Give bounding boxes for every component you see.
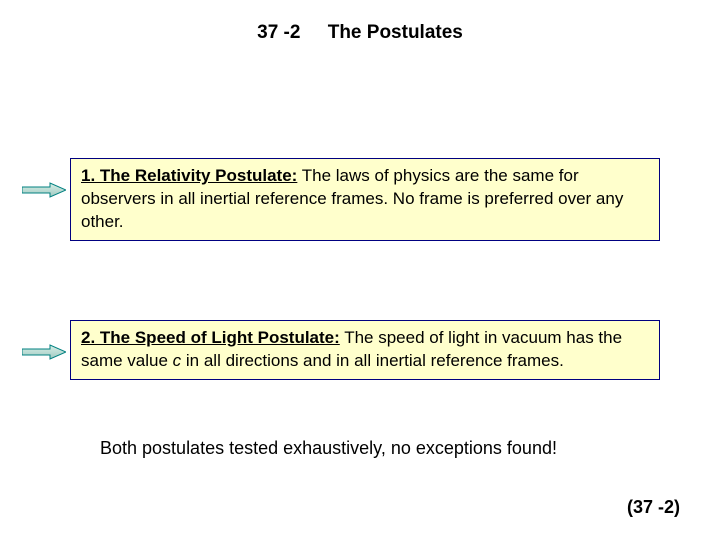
arrow-shape <box>22 183 66 197</box>
page-reference: (37 -2) <box>627 497 680 518</box>
arrow-icon <box>22 182 66 198</box>
postulate-2-c: c <box>173 351 182 370</box>
section-number: 37 -2 <box>257 22 300 44</box>
section-title: The Postulates <box>328 22 463 44</box>
arrow-icon <box>22 344 66 360</box>
arrow-shape <box>22 345 66 359</box>
summary-text: Both postulates tested exhaustively, no … <box>100 438 557 459</box>
slide-title: 37 -2 The Postulates <box>0 22 720 44</box>
postulate-1-lead: 1. The Relativity Postulate: <box>81 166 297 185</box>
postulate-1-box: 1. The Relativity Postulate: The laws of… <box>70 158 660 241</box>
postulate-1-text: 1. The Relativity Postulate: The laws of… <box>81 166 623 231</box>
postulate-2-box: 2. The Speed of Light Postulate: The spe… <box>70 320 660 380</box>
slide: 37 -2 The Postulates 1. The Relativity P… <box>0 0 720 540</box>
postulate-2-text: 2. The Speed of Light Postulate: The spe… <box>81 328 622 370</box>
postulate-2-part-b: in all directions and in all inertial re… <box>181 351 564 370</box>
postulate-2-lead: 2. The Speed of Light Postulate: <box>81 328 340 347</box>
